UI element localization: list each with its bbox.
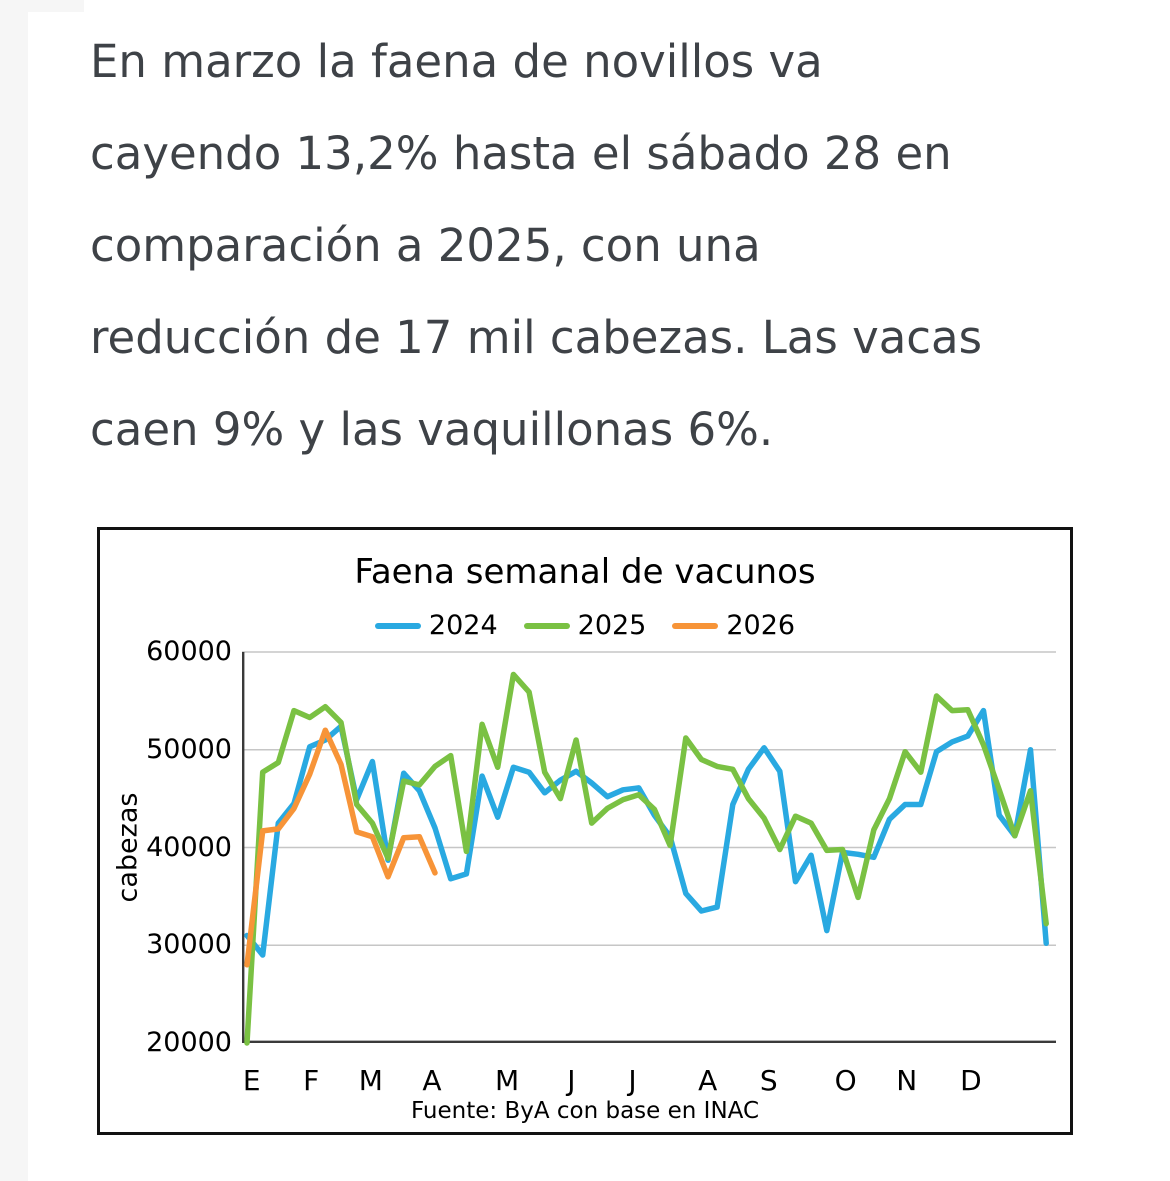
x-tick-label-8: A xyxy=(698,1064,718,1097)
legend-item-2024: 2024 xyxy=(374,610,498,641)
x-tick-label-6: J xyxy=(567,1064,576,1097)
series-line-2025 xyxy=(244,671,1049,1046)
y-tick-label-50000: 50000 xyxy=(146,733,232,765)
x-tick-label-5: M xyxy=(495,1064,520,1097)
paragraph-line: caen 9% y las vaquillonas 6%. xyxy=(90,403,774,456)
x-tick-label-12: D xyxy=(960,1064,982,1097)
legend-swatch-2026 xyxy=(672,622,719,629)
x-tick-label-7: J xyxy=(628,1064,637,1097)
article-paragraph: En marzo la faena de novillos va cayendo… xyxy=(90,16,1090,476)
plot-svg xyxy=(242,651,1056,1046)
series-line-2026 xyxy=(244,727,438,968)
top-margin-strip xyxy=(0,0,84,12)
chart-title: Faena semanal de vacunos xyxy=(354,552,816,592)
legend-item-2026: 2026 xyxy=(672,610,795,641)
x-tick-label-9: S xyxy=(759,1064,778,1097)
legend-label-2026: 2026 xyxy=(726,610,796,641)
plot-area xyxy=(242,651,1056,1046)
source-caption: Fuente: ByA con base en INAC xyxy=(410,1098,760,1124)
chart-card: Faena semanal de vacunos 2024 2025 2026 ca… xyxy=(97,527,1073,1135)
legend-label-2024: 2024 xyxy=(428,610,498,641)
y-tick-label-30000: 30000 xyxy=(146,929,232,961)
paragraph-line: reducción de 17 mil cabezas. Las vacas xyxy=(90,311,983,364)
legend-swatch-2025 xyxy=(523,622,570,629)
x-tick-label-11: N xyxy=(896,1064,918,1097)
paragraph-line: comparación a 2025, con una xyxy=(90,219,761,272)
legend-item-2025: 2025 xyxy=(523,610,647,641)
legend-swatch-2024 xyxy=(374,622,421,629)
y-tick-label-20000: 20000 xyxy=(146,1027,232,1058)
x-tick-label-10: O xyxy=(834,1064,857,1097)
x-tick-label-3: M xyxy=(358,1064,383,1097)
chart-legend: 2024 2025 2026 xyxy=(100,610,1070,641)
x-tick-label-4: A xyxy=(422,1064,442,1097)
x-tick-label-2: F xyxy=(303,1064,320,1097)
x-tick-label-1: E xyxy=(242,1064,261,1097)
y-tick-label-60000: 60000 xyxy=(146,636,232,667)
y-tick-label-40000: 40000 xyxy=(146,831,232,863)
left-margin-strip xyxy=(0,0,28,1181)
paragraph-line: cayendo 13,2% hasta el sábado 28 en xyxy=(90,127,952,180)
legend-label-2025: 2025 xyxy=(577,610,647,641)
paragraph-line: En marzo la faena de novillos va xyxy=(90,35,823,88)
